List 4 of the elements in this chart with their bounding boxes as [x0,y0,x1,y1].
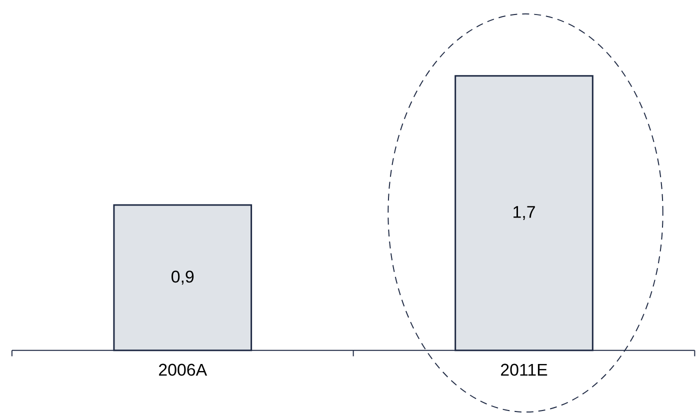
data-label: 1,7 [514,206,535,220]
x-tick-label: 2011E [501,364,548,376]
x-tick-label: 2006A [159,364,208,376]
data-label: 0,9 [172,270,194,285]
